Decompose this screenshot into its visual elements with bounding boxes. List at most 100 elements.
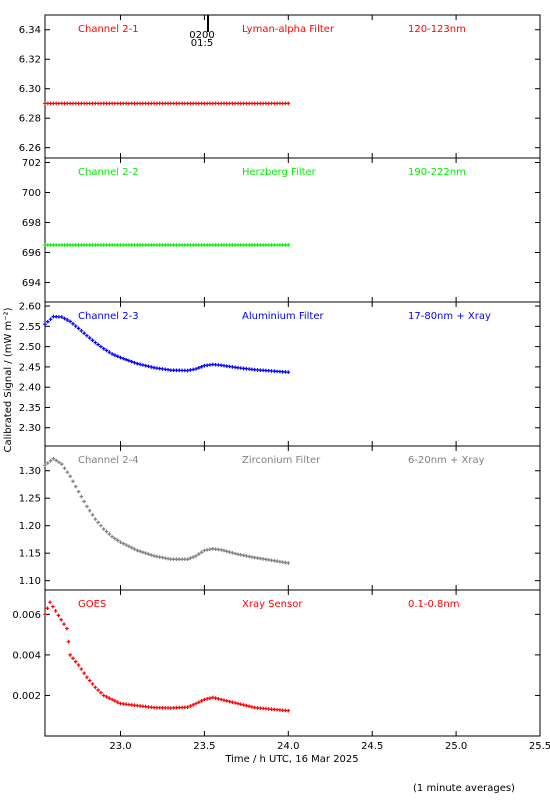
data-point	[233, 701, 237, 705]
data-point	[124, 357, 128, 362]
data-point	[115, 700, 120, 705]
data-point	[197, 366, 201, 370]
data-point	[65, 470, 70, 474]
data-point	[146, 364, 151, 369]
data-point	[107, 532, 112, 536]
data-point	[199, 699, 204, 703]
data-point	[101, 693, 106, 698]
x-tick-labels: 23.0 23.5 24.0 24.5 25.0 25.5	[109, 741, 550, 752]
y-tick-label: 702	[22, 158, 41, 169]
data-point	[202, 697, 207, 702]
panel-title-3: 190-222nm	[408, 167, 466, 178]
data-point	[93, 340, 98, 345]
data-point	[230, 700, 235, 705]
y-tick-label: 6.26	[19, 143, 41, 154]
data-point	[96, 688, 100, 692]
data-point	[138, 549, 142, 554]
data-point	[85, 675, 89, 679]
y-tick-label: 694	[22, 278, 41, 289]
data-point	[194, 554, 198, 558]
data-point	[121, 541, 126, 546]
y-tick-label: 1.25	[19, 494, 41, 505]
data-point	[82, 331, 86, 336]
data-point	[45, 461, 50, 465]
data-point	[143, 551, 148, 555]
data-point	[143, 363, 148, 368]
data-point	[185, 557, 190, 562]
data-point	[85, 333, 89, 338]
data-point	[194, 367, 198, 371]
data-point	[59, 315, 64, 319]
data-point	[185, 705, 190, 710]
data-point	[76, 663, 81, 667]
data-point	[286, 101, 291, 106]
data-point	[62, 622, 66, 626]
data-point	[118, 355, 123, 360]
data-point	[45, 319, 50, 324]
panel-title-2: Herzberg Filter	[242, 167, 317, 178]
data-point	[73, 484, 78, 489]
y-tick-label: 0.006	[12, 610, 41, 621]
data-point	[96, 520, 100, 525]
data-point	[82, 671, 86, 675]
data-point	[82, 499, 86, 504]
data-point	[219, 697, 223, 702]
data-point	[191, 555, 196, 559]
data-point	[247, 704, 251, 709]
y-tick-label: 2.50	[19, 342, 41, 353]
data-point	[286, 243, 291, 247]
data-point	[132, 547, 137, 551]
data-point	[213, 696, 218, 700]
data-point	[194, 701, 198, 706]
data-point	[104, 529, 109, 534]
data-point	[233, 551, 237, 556]
y-tick-label: 1.30	[19, 466, 41, 477]
data-point	[48, 600, 52, 604]
y-tick-label: 696	[22, 248, 41, 259]
y-tick-label: 2.30	[19, 423, 41, 434]
data-point	[113, 536, 117, 541]
panel-1: 6.26 6.28 6.30 6.32 6.34 Channel 2-1 Lyman-alp…	[19, 14, 541, 159]
data-point	[115, 538, 120, 543]
series-points	[43, 314, 291, 374]
data-point	[222, 548, 226, 553]
data-point	[99, 344, 103, 349]
data-point	[197, 700, 201, 705]
data-point	[127, 358, 131, 363]
y-tick-label: 2.35	[19, 403, 41, 414]
x-tick-label: 24.0	[277, 741, 299, 752]
data-point	[135, 361, 140, 366]
panel-5: 0.002 0.004 0.006 GOES Xray Sensor 0.1-0.8nm	[12, 589, 541, 737]
y-tick-label: 1.15	[19, 549, 41, 560]
data-point	[132, 360, 137, 365]
x-tick-label: 23.0	[109, 741, 131, 752]
data-point	[197, 552, 201, 556]
data-point	[286, 370, 291, 374]
data-point	[79, 494, 84, 499]
y-tick-label: 6.30	[19, 84, 41, 95]
data-point	[66, 639, 71, 644]
data-point	[149, 365, 154, 369]
panel-frame	[44, 301, 541, 447]
data-point	[53, 609, 58, 613]
panel-frame	[44, 589, 541, 737]
panel-title-1: Channel 2-2	[78, 167, 139, 178]
data-point	[51, 604, 55, 609]
y-tick-label: 700	[22, 188, 41, 199]
data-point	[65, 626, 69, 631]
data-point	[90, 338, 95, 343]
data-point	[104, 694, 109, 699]
data-point	[71, 479, 75, 484]
data-point	[224, 549, 229, 554]
x-axis-label: Time / h UTC, 16 Mar 2025	[224, 754, 358, 765]
y-tick-label: 2.40	[19, 383, 41, 394]
time-marker-label-1: 0200	[189, 30, 214, 41]
data-point	[68, 319, 72, 324]
data-point	[191, 702, 196, 707]
data-point	[129, 359, 134, 364]
data-point	[227, 550, 232, 554]
panel-2: 694 696 698 700 702 Channel 2-2 Herzberg Filte…	[22, 157, 541, 303]
data-point	[73, 659, 78, 664]
data-point	[99, 523, 103, 528]
y-tick-label: 2.45	[19, 362, 41, 373]
